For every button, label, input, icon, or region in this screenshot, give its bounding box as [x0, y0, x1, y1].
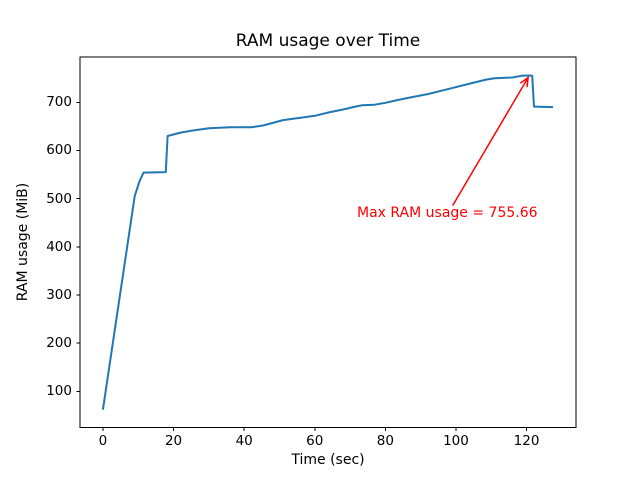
- y-tick-label: 200: [46, 335, 72, 352]
- x-tick-label: 20: [164, 433, 183, 449]
- max-ram-arrow: [452, 76, 530, 206]
- x-tick-label: 120: [513, 433, 540, 449]
- annotation-max-ram-label: Max RAM usage = 755.66: [357, 205, 538, 221]
- x-tick-label: 40: [235, 433, 253, 449]
- y-tick-label: 100: [46, 383, 72, 400]
- x-tick-label: 100: [443, 433, 469, 449]
- y-tick-label: 600: [46, 142, 72, 159]
- x-axis-label: Time (sec): [291, 452, 365, 468]
- y-tick-label: 400: [46, 238, 72, 255]
- x-tick-label: 60: [306, 433, 324, 449]
- y-tick-label: 700: [46, 94, 72, 111]
- axes-frame: [79, 56, 577, 428]
- tick-marks: [76, 101, 528, 431]
- ram-usage-line: [101, 74, 554, 410]
- chart-title: RAM usage over Time: [235, 31, 421, 51]
- y-tick-label: 500: [46, 190, 72, 207]
- y-tick-label: 300: [46, 287, 72, 303]
- x-tick-label: 80: [376, 433, 394, 449]
- x-tick-label: 0: [98, 433, 108, 449]
- annotation-arrow: [452, 76, 530, 206]
